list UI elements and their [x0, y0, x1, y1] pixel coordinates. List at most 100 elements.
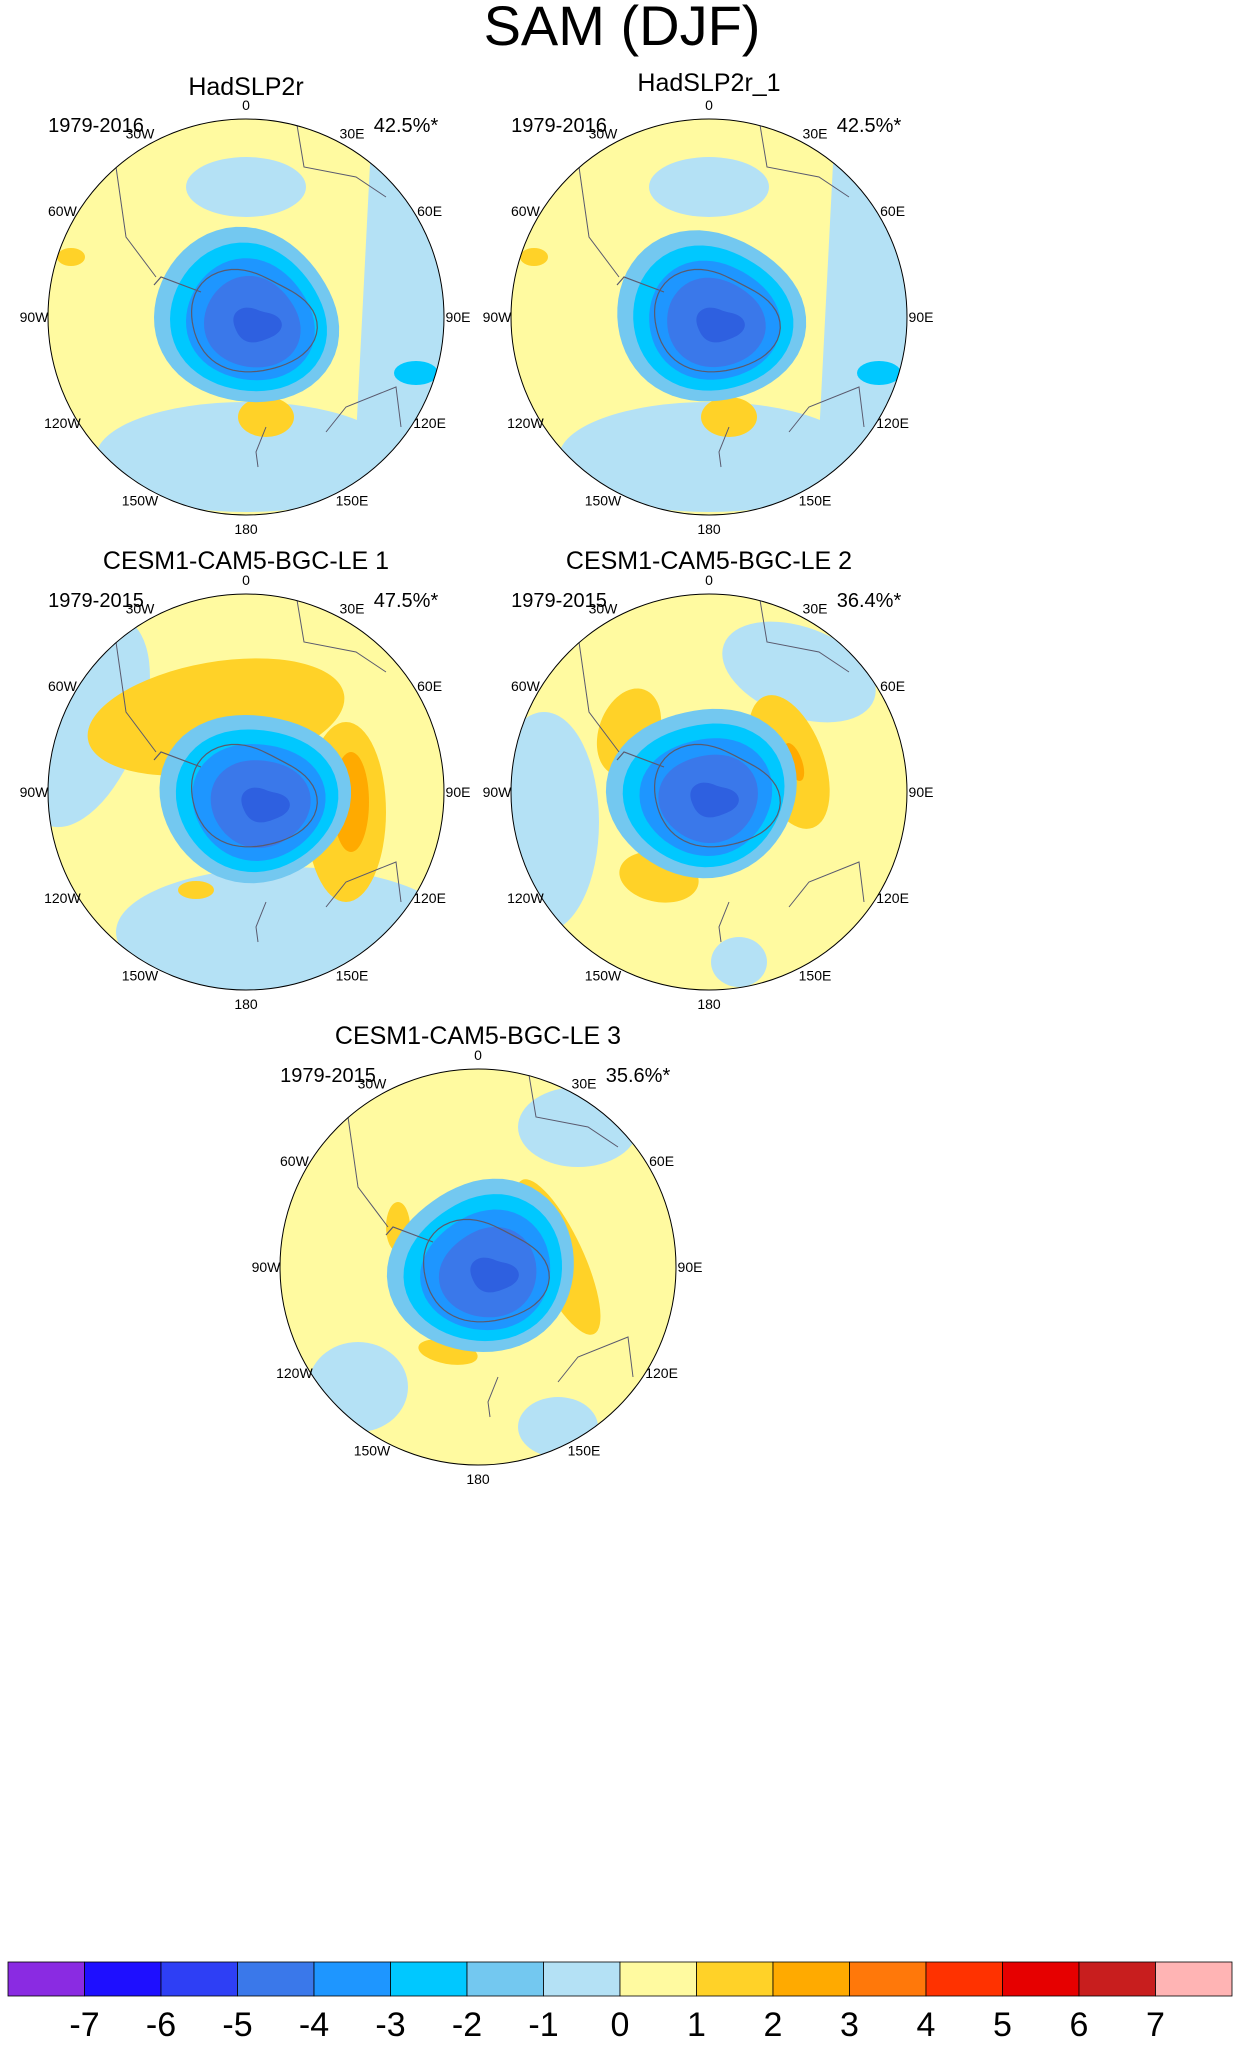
panel-title: CESM1-CAM5-BGC-LE 1	[103, 547, 389, 575]
colorbar-swatch	[619, 1961, 697, 1997]
lon-label: 120W	[44, 415, 81, 431]
lon-label: 150W	[122, 968, 159, 984]
lon-label: 90E	[678, 1259, 703, 1275]
contour-level	[690, 782, 739, 818]
lon-label: 60W	[48, 203, 78, 219]
lon-label: 150W	[585, 968, 622, 984]
panel-variance: 35.6%*	[606, 1065, 671, 1087]
antarctica-coastline	[422, 1218, 550, 1323]
map-panels: HadSLP2r 1979-2016 42.5%* 0 30E 60E 90E 120E 150…	[20, 69, 934, 1487]
lon-label: 30W	[589, 125, 619, 141]
africa-coastline	[295, 594, 387, 673]
anomaly-region	[308, 1342, 408, 1432]
panel-title: CESM1-CAM5-BGC-LE 3	[335, 1022, 621, 1050]
contour-level	[470, 1257, 519, 1293]
map-border	[279, 1068, 677, 1466]
lon-label: 30W	[126, 125, 156, 141]
lon-label: 30E	[803, 600, 828, 616]
panel-title: HadSLP2r_1	[637, 69, 780, 97]
lon-label: 150E	[799, 968, 832, 984]
lon-label: 120W	[276, 1365, 313, 1381]
lon-label: 90W	[20, 309, 50, 325]
colorbar-label: 6	[1070, 2006, 1089, 2044]
antarctica-coastline	[190, 743, 318, 848]
lon-label: 120E	[413, 890, 446, 906]
lon-label: 180	[466, 1471, 490, 1487]
lon-label: 90E	[446, 309, 471, 325]
colorbar-swatch	[7, 1961, 85, 1997]
colorbar-swatch	[772, 1961, 850, 1997]
anomaly-region	[518, 1087, 638, 1167]
new-zealand-coastline	[487, 1376, 499, 1418]
lon-label: 0	[705, 572, 713, 588]
main-title: SAM (DJF)	[484, 0, 761, 57]
lon-label: 30W	[589, 600, 619, 616]
lon-label: 120E	[645, 1365, 678, 1381]
map-border	[47, 118, 445, 516]
colorbar-swatch	[466, 1961, 544, 1997]
colorbar-label: 5	[993, 2006, 1012, 2044]
colorbar-label: 4	[917, 2006, 936, 2044]
lon-label: 0	[705, 97, 713, 113]
south-america-coastline	[115, 166, 157, 278]
lon-label: 180	[234, 521, 258, 537]
lon-label: 60W	[511, 203, 541, 219]
colorbar-swatch	[237, 1961, 315, 1997]
lon-label: 0	[242, 572, 250, 588]
colorbar-label: -4	[299, 2006, 329, 2044]
contour-field	[511, 594, 907, 990]
colorbar-label: 1	[687, 2006, 706, 2044]
antarctica-coastline	[653, 743, 781, 848]
anomaly-region	[701, 397, 757, 437]
lon-label: 150W	[354, 1443, 391, 1459]
australia-coastline	[788, 386, 865, 433]
peninsula-coastline	[153, 276, 202, 293]
panel-period: 1979-2016	[511, 115, 607, 137]
lon-label: 30E	[340, 600, 365, 616]
lon-label: 180	[234, 996, 258, 1012]
colorbar-swatch	[390, 1961, 468, 1997]
lon-label: 0	[474, 1047, 482, 1063]
lon-label: 90W	[20, 784, 50, 800]
lon-label: 30W	[126, 600, 156, 616]
lon-label: 150E	[799, 493, 832, 509]
map-border	[510, 593, 908, 991]
peninsula-coastline	[385, 1226, 434, 1243]
lon-label: 90W	[483, 784, 513, 800]
africa-coastline	[295, 119, 387, 198]
colorbar-label: 7	[1146, 2006, 1165, 2044]
australia-coastline	[325, 386, 402, 433]
colorbar-label: 0	[611, 2006, 630, 2044]
lon-label: 90W	[483, 309, 513, 325]
panel-variance: 42.5%*	[374, 115, 439, 137]
lon-label: 90W	[252, 1259, 282, 1275]
anomaly-region	[649, 157, 769, 217]
map-panel: CESM1-CAM5-BGC-LE 1 1979-2015 47.5%* 0 30E 60…	[20, 547, 471, 1012]
lon-label: 150W	[585, 493, 622, 509]
colorbar-swatch	[543, 1961, 621, 1997]
south-america-coastline	[578, 641, 620, 753]
lon-label: 180	[697, 996, 721, 1012]
lon-label: 90E	[446, 784, 471, 800]
colorbar-swatch	[925, 1961, 1003, 1997]
lon-label: 150E	[568, 1443, 601, 1459]
peninsula-coastline	[153, 751, 202, 768]
new-zealand-coastline	[255, 901, 267, 943]
africa-coastline	[758, 594, 850, 673]
lon-label: 60W	[280, 1153, 310, 1169]
colorbar-label: 3	[840, 2006, 859, 2044]
lon-label: 120E	[876, 890, 909, 906]
south-america-coastline	[115, 641, 157, 753]
colorbar-label: -2	[452, 2006, 482, 2044]
lon-label: 150E	[336, 493, 369, 509]
panel-period: 1979-2015	[511, 590, 607, 612]
lon-label: 30E	[572, 1075, 597, 1091]
lon-label: 120W	[44, 890, 81, 906]
anomaly-region	[116, 867, 444, 990]
colorbar-label: -1	[528, 2006, 558, 2044]
anomaly-region	[186, 157, 306, 217]
panel-period: 1979-2016	[48, 115, 144, 137]
panel-variance: 47.5%*	[374, 590, 439, 612]
anomaly-region	[520, 248, 548, 266]
colorbar-swatch	[696, 1961, 774, 1997]
